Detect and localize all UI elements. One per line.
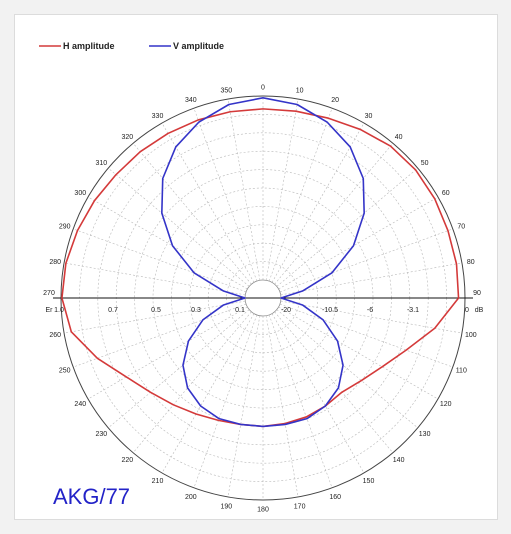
angle-tick-label: 230	[96, 431, 108, 438]
grid-spoke	[276, 309, 418, 429]
left-scale-label: 0.3	[191, 307, 201, 314]
angle-tick-label: 60	[442, 190, 450, 197]
grid-spoke	[161, 122, 255, 283]
grid-spoke	[280, 300, 462, 334]
angle-tick-label: 70	[457, 223, 465, 230]
angle-tick-label: 160	[329, 494, 341, 501]
grid-spoke	[265, 315, 299, 497]
legend: H amplitude V amplitude	[39, 41, 224, 51]
angle-tick-label: 280	[49, 259, 61, 266]
legend-label: V amplitude	[173, 41, 224, 51]
grid-spoke	[108, 309, 250, 429]
grid-spoke	[161, 313, 255, 474]
grid-spoke	[274, 143, 394, 285]
angle-tick-label: 350	[221, 88, 233, 95]
right-scale-title: dB	[475, 307, 484, 314]
angle-tick-label: 330	[152, 113, 164, 120]
grid-spoke	[132, 143, 252, 285]
grid-spoke	[268, 108, 333, 282]
angle-tick-label: 290	[59, 223, 71, 230]
angle-tick-label: 260	[49, 332, 61, 339]
angle-tick-label: 270	[43, 290, 55, 297]
grid-spoke	[87, 306, 248, 400]
grid-spoke	[265, 99, 299, 281]
left-scale-title: Er	[46, 307, 54, 314]
grid-spoke	[279, 228, 453, 293]
angle-tick-label: 170	[294, 503, 306, 510]
right-scale-label: -20	[281, 307, 291, 314]
series-line	[61, 108, 460, 428]
grid-spoke	[73, 303, 247, 368]
angle-tick-label: 120	[440, 401, 452, 408]
grid-spoke	[193, 108, 258, 282]
grid-spoke	[73, 228, 247, 293]
grid-spoke	[227, 315, 261, 497]
grid-spoke	[278, 196, 439, 290]
angle-tick-label: 320	[122, 134, 134, 141]
right-scale-label: -3.1	[407, 307, 419, 314]
grid-spoke	[64, 262, 246, 296]
angle-tick-label: 90	[473, 290, 481, 297]
angle-tick-label: 340	[185, 97, 197, 104]
angle-tick-label: 80	[467, 259, 475, 266]
angle-tick-label: 240	[74, 401, 86, 408]
angle-tick-label: 210	[152, 478, 164, 485]
angle-tick-label: 50	[421, 160, 429, 167]
grid-spoke	[64, 300, 246, 334]
left-scale-label: 0.1	[235, 307, 245, 314]
grid-spoke	[279, 303, 453, 368]
angle-tick-label: 40	[395, 134, 403, 141]
angle-tick-label: 190	[221, 503, 233, 510]
grid-spoke	[87, 196, 248, 290]
grid-spoke	[278, 306, 439, 400]
angle-tick-label: 180	[257, 507, 269, 514]
angle-tick-label: 10	[296, 88, 304, 95]
series-line	[161, 97, 365, 428]
angle-tick-label: 110	[456, 368, 467, 375]
left-scale-label: 0.7	[108, 307, 118, 314]
grid-spoke	[108, 167, 250, 287]
chart-panel: 0 10 20 30 40 50 60 70 80 100 110 120 130 140 150 160 17…	[14, 14, 498, 520]
grid-spoke	[280, 262, 462, 296]
angle-tick-label: 20	[331, 97, 339, 104]
angle-tick-label: 140	[393, 457, 405, 464]
angle-tick-label: 310	[96, 160, 108, 167]
grid-spoke	[227, 99, 261, 281]
angle-tick-label: 130	[419, 431, 431, 438]
angle-tick-label: 30	[365, 113, 373, 120]
grid-spoke	[276, 167, 418, 287]
angle-tick-label: 0	[261, 85, 265, 92]
grid-spoke	[193, 314, 258, 488]
grid-spoke	[268, 314, 333, 488]
right-scale-label: -6	[367, 307, 373, 314]
polar-chart: 0 10 20 30 40 50 60 70 80 100 110 120 130 140 150 160 17…	[39, 41, 484, 514]
left-scale-label: 0.5	[151, 307, 161, 314]
angle-tick-label: 220	[122, 457, 134, 464]
grid-spoke	[274, 311, 394, 453]
angle-tick-label: 200	[185, 494, 197, 501]
brand-label: AKG/77	[53, 484, 130, 509]
tick-labels: 0 10 20 30 40 50 60 70 80 100 110 120 130 140 150 160 17…	[43, 85, 483, 514]
left-scale-label: 1.0	[54, 307, 64, 314]
grid-spoke	[132, 311, 252, 453]
grid-spoke	[271, 122, 365, 283]
angle-tick-label: 300	[74, 190, 86, 197]
series-layer	[61, 97, 460, 428]
angle-tick-label: 250	[59, 368, 71, 375]
grid-spoke	[271, 313, 365, 474]
right-scale-label: 0	[465, 307, 469, 314]
angle-tick-label: 100	[465, 332, 477, 339]
angle-tick-label: 150	[363, 478, 375, 485]
right-scale-label: -10.5	[322, 307, 338, 314]
legend-label: H amplitude	[63, 41, 115, 51]
